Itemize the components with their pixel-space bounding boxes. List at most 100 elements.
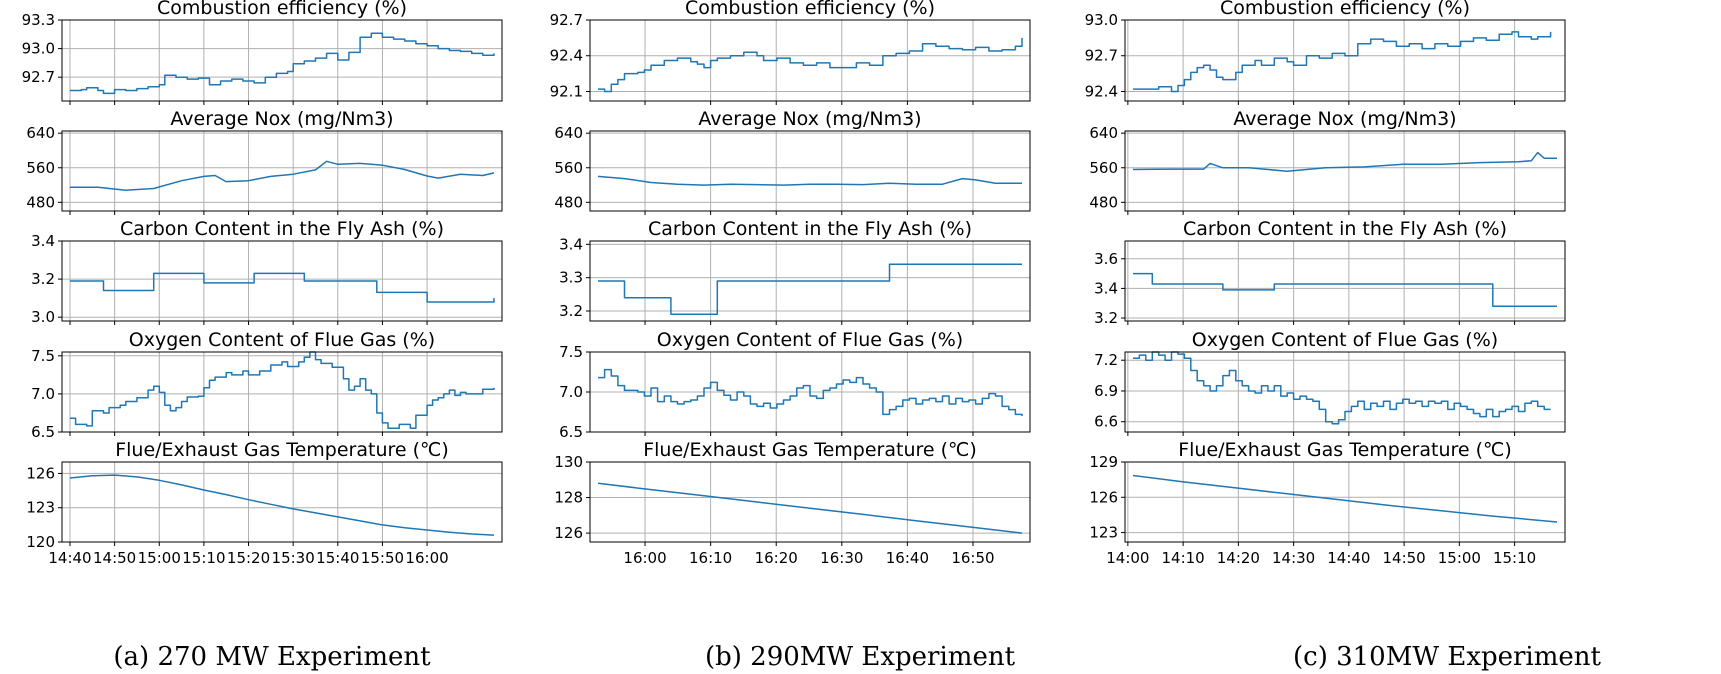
panel-1-1: Combustion efficiency (%) 92.7 93.0 93.3 — [22, 0, 503, 105]
series-line — [70, 32, 495, 95]
y-tick-label: 640 — [26, 124, 55, 142]
x-tick-label: 16:40 — [886, 549, 929, 567]
x-tick-label: 14:20 — [1217, 549, 1260, 567]
y-tick-label: 93.3 — [22, 11, 55, 29]
x-tick-label: 16:00 — [623, 549, 666, 567]
y-tick-label: 6.9 — [1094, 382, 1118, 400]
axes-frame — [61, 461, 503, 543]
panel-title: Carbon Content in the Fly Ash (%) — [1183, 218, 1507, 240]
panel-3-1: Combustion efficiency (%) 92.4 92.7 93.0 — [1085, 0, 1566, 105]
axes-frame — [589, 240, 1031, 322]
x-tick-label: 14:40 — [1327, 549, 1370, 567]
panel-title: Oxygen Content of Flue Gas (%) — [1192, 329, 1498, 351]
axes-frame — [61, 240, 503, 322]
axes-frame — [589, 351, 1031, 433]
axes-frame — [1124, 240, 1566, 322]
y-tick-label: 7.5 — [31, 347, 55, 365]
y-tick-label: 92.1 — [550, 82, 583, 100]
y-tick-label: 480 — [26, 193, 55, 211]
y-tick-label: 129 — [1089, 453, 1118, 471]
x-tick-label: 15:30 — [272, 549, 315, 567]
y-tick-label: 3.4 — [31, 232, 55, 250]
panel-2-1: Combustion efficiency (%) 92.1 92.4 92.7 — [550, 0, 1031, 105]
axes-frame — [1124, 461, 1566, 543]
y-tick-label: 3.4 — [559, 235, 583, 253]
panel-title: Carbon Content in the Fly Ash (%) — [120, 218, 444, 240]
x-tick-label: 16:50 — [951, 549, 994, 567]
y-tick-label: 7.0 — [559, 383, 583, 401]
panel-title: Combustion efficiency (%) — [1220, 0, 1470, 19]
panel-3-3: Carbon Content in the Fly Ash (%) 3.2 3.4 3… — [1094, 218, 1566, 327]
y-tick-label: 560 — [26, 159, 55, 177]
y-tick-label: 3.6 — [1094, 250, 1118, 268]
caption-c: (c) 310MW Experiment — [1293, 642, 1602, 672]
y-tick-label: 560 — [1089, 159, 1118, 177]
axes-frame — [1124, 19, 1566, 102]
y-tick-label: 560 — [554, 159, 583, 177]
x-tick-label: 15:00 — [138, 549, 181, 567]
series-line — [1132, 151, 1557, 172]
y-tick-label: 130 — [554, 453, 583, 471]
x-tick-label: 14:50 — [93, 549, 136, 567]
axes-frame — [61, 130, 503, 212]
panel-3-4: Oxygen Content of Flue Gas (%) 6.6 6.9 7.2 — [1094, 329, 1566, 436]
panel-3-2: Average Nox (mg/Nm3) 480 560 640 — [1089, 108, 1566, 215]
panel-title: Flue/Exhaust Gas Temperature (℃) — [643, 439, 977, 461]
x-tick-label: 15:10 — [1493, 549, 1536, 567]
panel-title: Oxygen Content of Flue Gas (%) — [129, 329, 435, 351]
y-tick-label: 93.0 — [1085, 11, 1118, 29]
y-tick-label: 3.0 — [31, 308, 55, 326]
y-tick-label: 6.5 — [559, 423, 583, 441]
y-tick-label: 6.5 — [31, 423, 55, 441]
panel-title: Flue/Exhaust Gas Temperature (℃) — [115, 439, 449, 461]
panel-2-5: Flue/Exhaust Gas Temperature (℃) 16:00 16:… — [554, 439, 1031, 567]
y-tick-label: 7.5 — [559, 343, 583, 361]
y-tick-label: 120 — [26, 533, 55, 551]
caption-b: (b) 290MW Experiment — [705, 642, 1016, 672]
series-line — [1132, 474, 1558, 523]
panel-1-2: Average Nox (mg/Nm3) 480 560 640 — [26, 108, 503, 215]
y-tick-label: 6.6 — [1094, 413, 1118, 431]
axes-frame — [589, 130, 1031, 212]
x-tick-label: 16:10 — [689, 549, 732, 567]
y-tick-label: 3.2 — [559, 302, 583, 320]
series-line — [70, 272, 495, 303]
y-tick-label: 480 — [554, 193, 583, 211]
x-tick-label: 15:50 — [361, 549, 404, 567]
y-tick-label: 128 — [554, 489, 583, 507]
x-tick-label: 14:40 — [48, 549, 91, 567]
panel-3-5: Flue/Exhaust Gas Temperature (℃) 14:00 14:… — [1089, 439, 1566, 567]
series-line — [598, 263, 1022, 316]
series-line — [1133, 272, 1557, 307]
x-tick-label: 15:10 — [182, 549, 225, 567]
x-tick-label: 15:00 — [1438, 549, 1481, 567]
y-tick-label: 92.7 — [22, 68, 55, 86]
y-tick-label: 480 — [1089, 193, 1118, 211]
axes-frame — [61, 19, 503, 102]
chart-2: Combustion efficiency (%) 92.1 92.4 92.7 Ave… — [550, 0, 1031, 567]
panel-title: Flue/Exhaust Gas Temperature (℃) — [1178, 439, 1512, 461]
x-tick-label: 16:20 — [755, 549, 798, 567]
series-line — [598, 368, 1023, 416]
series-line — [1133, 31, 1552, 93]
y-tick-label: 3.3 — [559, 269, 583, 287]
x-tick-label: 16:00 — [405, 549, 448, 567]
chart-3: Combustion efficiency (%) 92.4 92.7 93.0 Ave… — [1085, 0, 1566, 567]
x-tick-label: 14:10 — [1161, 549, 1204, 567]
series-line — [70, 160, 495, 191]
panel-title: Combustion efficiency (%) — [685, 0, 935, 19]
y-tick-label: 126 — [26, 464, 55, 482]
axes-frame — [589, 461, 1031, 543]
y-tick-label: 123 — [26, 499, 55, 517]
panel-title: Carbon Content in the Fly Ash (%) — [648, 218, 972, 240]
chart-1: Combustion efficiency (%) 92.7 93.0 93.3 Ave… — [22, 0, 503, 567]
caption-a: (a) 270 MW Experiment — [113, 642, 431, 672]
panel-2-2: Average Nox (mg/Nm3) 480 560 640 — [554, 108, 1031, 215]
panel-1-5: Flue/Exhaust Gas Temperature (℃) 14:40 14:… — [26, 439, 503, 567]
y-tick-label: 7.0 — [31, 385, 55, 403]
panel-2-3: Carbon Content in the Fly Ash (%) 3.2 3.3 3… — [559, 218, 1031, 325]
y-tick-label: 3.2 — [31, 270, 55, 288]
panel-title: Average Nox (mg/Nm3) — [1233, 108, 1456, 130]
plots-layer: Combustion efficiency (%) 92.7 93.0 93.3 Ave… — [22, 0, 1566, 567]
panel-1-4: Oxygen Content of Flue Gas (%) 6.5 7.0 7.5 — [31, 329, 503, 441]
